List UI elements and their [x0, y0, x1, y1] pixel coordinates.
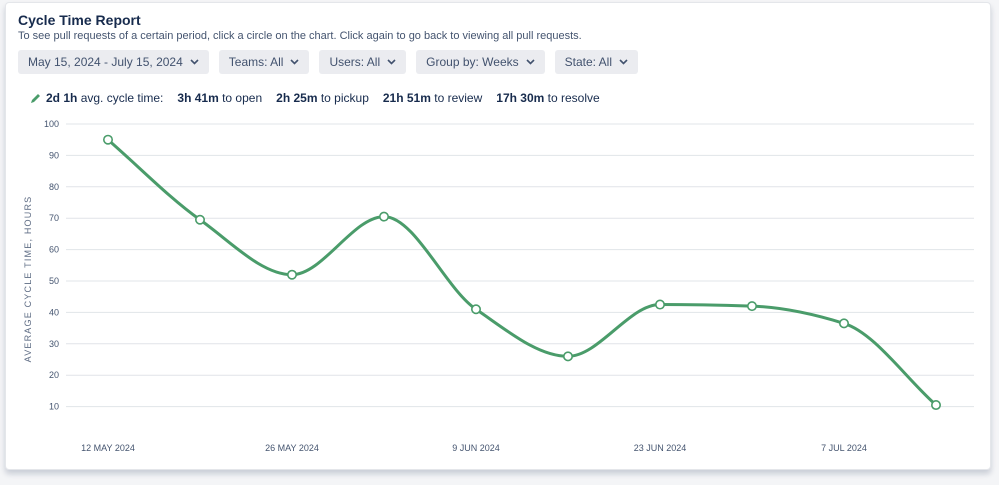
x-tick-label: 7 JUL 2024 — [821, 443, 867, 453]
users-dropdown[interactable]: Users: All — [319, 50, 407, 74]
report-title: Cycle Time Report — [18, 12, 141, 28]
open-value: 3h 41m — [177, 91, 219, 105]
data-point[interactable] — [654, 299, 665, 310]
y-tick-label: 100 — [44, 119, 59, 129]
review-value: 21h 51m — [382, 91, 431, 105]
teams-label: Teams: All — [228, 55, 284, 69]
pickup-stat: 2h 25m to pickup — [276, 91, 369, 105]
teams-dropdown[interactable]: Teams: All — [218, 50, 310, 74]
grid-layer — [66, 123, 974, 408]
x-tick-label: 9 JUN 2024 — [452, 443, 500, 453]
resolve-stat: 17h 30m to resolve — [496, 91, 599, 105]
resolve-value: 17h 30m — [496, 91, 545, 105]
data-point[interactable] — [378, 211, 389, 222]
cycle-time-line — [106, 138, 938, 407]
report-card — [5, 2, 991, 470]
chevron-down-icon — [526, 59, 535, 65]
x-tick-label: 26 MAY 2024 — [265, 443, 319, 453]
avg-cycle-time-label: avg. cycle time: — [80, 91, 164, 105]
date-range-dropdown[interactable]: May 15, 2024 - July 15, 2024 — [18, 50, 209, 74]
chevron-down-icon — [619, 59, 628, 65]
cycle-time-summary: 2d 1h avg. cycle time: 3h 41m to open 2h… — [30, 91, 614, 105]
y-axis-ticks: 10 20 30 40 50 60 70 80 90 100 — [44, 119, 59, 412]
y-tick-label: 90 — [49, 150, 59, 160]
report-subtitle: To see pull requests of a certain period… — [18, 30, 582, 42]
chevron-down-icon — [190, 59, 199, 65]
y-tick-label: 60 — [49, 245, 59, 255]
group-by-label: Group by: Weeks — [426, 55, 519, 69]
chevron-down-icon — [387, 59, 396, 65]
avg-cycle-time-stat: 2d 1h avg. cycle time: — [46, 91, 163, 105]
y-tick-label: 70 — [49, 213, 59, 223]
data-point[interactable] — [286, 269, 297, 280]
open-label: to open — [222, 91, 263, 105]
y-tick-label: 30 — [49, 339, 59, 349]
y-tick-label: 20 — [49, 370, 59, 380]
resolve-label: to resolve — [547, 91, 600, 105]
x-axis-ticks: 12 MAY 2024 26 MAY 2024 9 JUN 2024 23 JUN 2… — [81, 443, 867, 453]
pickup-label: to pickup — [320, 91, 369, 105]
pickup-value: 2h 25m — [276, 91, 318, 105]
data-point[interactable] — [746, 301, 757, 312]
state-label: State: All — [564, 55, 612, 69]
data-point[interactable] — [562, 351, 573, 362]
y-axis-label: AVERAGE CYCLE TIME, HOURS — [23, 196, 33, 363]
data-points — [103, 134, 941, 411]
open-stat: 3h 41m to open — [177, 91, 262, 105]
pencil-icon — [31, 93, 40, 103]
x-tick-label: 12 MAY 2024 — [81, 443, 135, 453]
data-point[interactable] — [838, 318, 849, 329]
users-label: Users: All — [329, 55, 381, 69]
filter-bar: May 15, 2024 - July 15, 2024 Teams: All … — [18, 50, 648, 74]
data-point[interactable] — [195, 214, 206, 225]
x-tick-label: 23 JUN 2024 — [634, 443, 687, 453]
avg-cycle-time-value: 2d 1h — [46, 91, 78, 105]
chevron-down-icon — [290, 59, 300, 65]
y-tick-label: 50 — [49, 276, 59, 286]
data-point[interactable] — [470, 304, 481, 315]
group-by-dropdown[interactable]: Group by: Weeks — [416, 50, 545, 74]
date-range-label: May 15, 2024 - July 15, 2024 — [28, 55, 183, 69]
y-tick-label: 80 — [49, 182, 59, 192]
review-stat: 21h 51m to review — [383, 91, 482, 105]
data-point[interactable] — [103, 134, 114, 145]
y-tick-label: 40 — [49, 307, 59, 317]
y-tick-label: 10 — [49, 402, 59, 412]
review-label: to review — [434, 91, 483, 105]
data-point[interactable] — [930, 400, 941, 411]
state-dropdown[interactable]: State: All — [554, 50, 638, 74]
